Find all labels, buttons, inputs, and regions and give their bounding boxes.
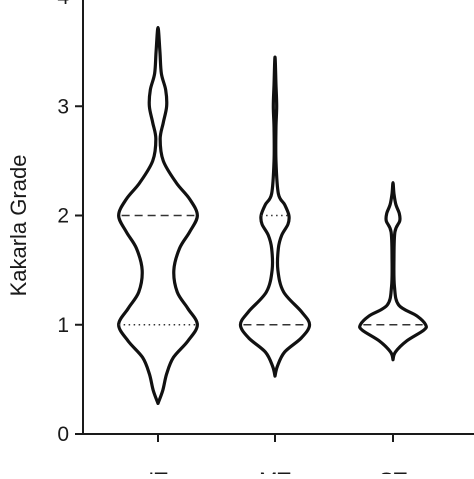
violin-mt	[238, 55, 312, 378]
violins	[117, 25, 428, 406]
y-tick-label: 0	[57, 423, 69, 446]
x-tick-label: ST	[379, 468, 407, 474]
y-tick-label: 3	[57, 95, 69, 118]
axis-labels: 0 1 2 3 4 Kakarla Grade IT MT ST	[6, 0, 407, 479]
x-tick-label: MT	[259, 468, 291, 474]
violin-st	[358, 181, 428, 362]
y-tick-label: 4	[57, 0, 69, 9]
y-tick-label: 1	[57, 314, 69, 337]
y-axis-label: Kakarla Grade	[6, 155, 31, 297]
x-tick-label: IT	[148, 468, 168, 474]
violin-it	[117, 25, 199, 406]
axes	[75, 0, 474, 442]
y-tick-label: 2	[57, 205, 69, 228]
